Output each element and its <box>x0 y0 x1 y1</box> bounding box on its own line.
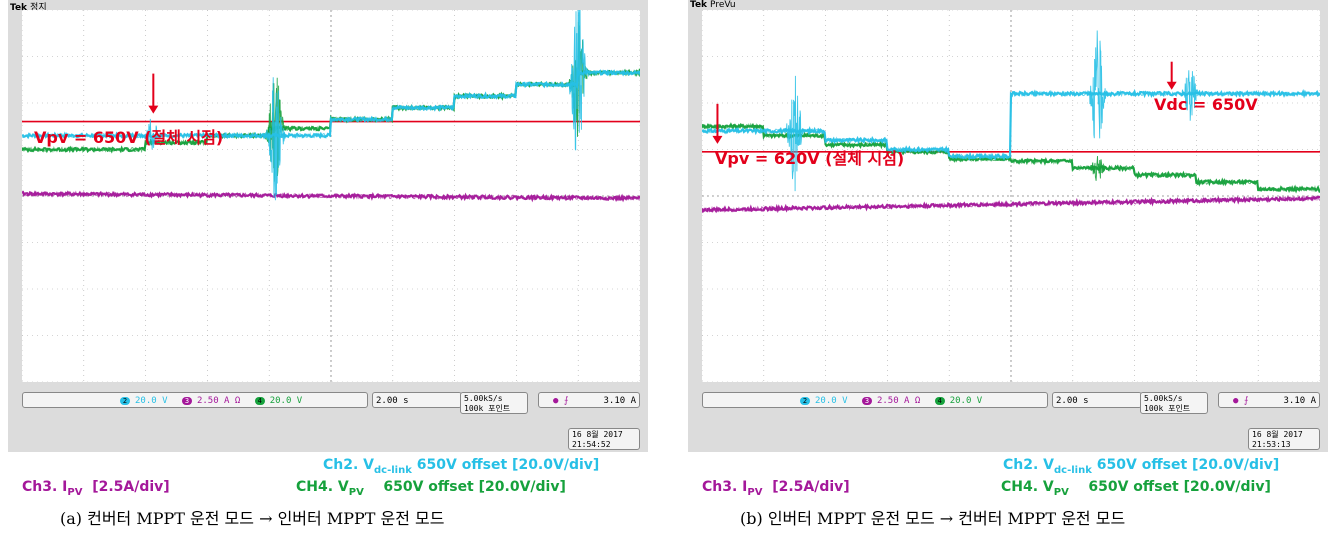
legend-ch3-rest: [2.5A/div] <box>82 479 170 495</box>
panel-a: Tek 정지 2 20.0 V 3 2.50 A Ω 4 20.0 V 2.00 s ●… <box>8 0 660 542</box>
legend-ch3-sub: PV <box>747 486 763 498</box>
ch3-scale: 2.50 A Ω <box>876 396 921 406</box>
oscilloscope-screenshot: Tek PreVu 2 20.0 V 3 2.50 A Ω 4 20.0 V 2.00 … <box>688 0 1328 452</box>
trace-transient <box>264 77 287 201</box>
legend-ch3: Ch3. IPV [2.5A/div] <box>702 479 850 498</box>
trace-transient <box>783 75 806 192</box>
waveform-plot <box>702 10 1320 382</box>
annotation-arrow-head <box>148 105 159 114</box>
time-div-box: 2.00 s <box>1052 392 1142 408</box>
oscilloscope-screenshot: Tek 정지 2 20.0 V 3 2.50 A Ω 4 20.0 V 2.00 s ●… <box>8 0 648 452</box>
legend-ch2-rest: 650V offset [20.0V/div] <box>411 457 600 473</box>
sample-rate-box: 5.00kS/s 100k 포인트 <box>460 392 528 414</box>
record-length: 100k 포인트 <box>1144 404 1191 413</box>
scope-brand: Tek 정지 <box>10 0 47 13</box>
panel-b: Tek PreVu 2 20.0 V 3 2.50 A Ω 4 20.0 V 2.00 … <box>688 0 1336 542</box>
time-div: 2.00 s <box>376 396 409 406</box>
trigger-box: ● ⨍ 3.10 A <box>538 392 640 408</box>
trace-noise-1 <box>702 122 1320 193</box>
ch3-scale: 2.50 A Ω <box>196 396 241 406</box>
scope-date: 16 8월 2017 <box>572 430 623 439</box>
legend-ch2-sub: dc-link <box>1054 464 1092 476</box>
annotation-arrow-head <box>1166 81 1177 90</box>
scope-date: 16 8월 2017 <box>1252 430 1303 439</box>
scope-time: 21:54:52 <box>572 440 611 449</box>
scope-mode: 정지 <box>30 3 47 13</box>
legend-ch2-sub: dc-link <box>374 464 412 476</box>
ch2-chip: 2 <box>119 396 131 406</box>
record-length: 100k 포인트 <box>464 404 511 413</box>
legend-ch2-prefix: Ch2. V <box>1003 457 1055 473</box>
legend-ch3: Ch3. IPV [2.5A/div] <box>22 479 170 498</box>
scope-time: 21:53:13 <box>1252 440 1291 449</box>
scope-status-bar: 2 20.0 V 3 2.50 A Ω 4 20.0 V 2.00 s ● ⨍ 3.10… <box>22 392 640 410</box>
time-div: 2.00 s <box>1056 396 1089 406</box>
legend-ch2-rest: 650V offset [20.0V/div] <box>1091 457 1280 473</box>
timestamp-box: 16 8월 2017 21:53:13 <box>1248 428 1320 450</box>
trigger-level: 3.10 A <box>1283 396 1316 406</box>
caption-a: (a) 컨버터 MPPT 운전 모드 → 인버터 MPPT 운전 모드 <box>60 509 445 528</box>
trace-transient <box>566 10 590 151</box>
legend-ch4: CH4. VPV 650V offset [20.0V/div] <box>296 479 566 498</box>
scope-mode: PreVu <box>710 0 736 10</box>
ch2-scale: 20.0 V <box>815 396 848 406</box>
time-div-box: 2.00 s <box>372 392 462 408</box>
sample-rate: 5.00kS/s <box>464 394 503 403</box>
ch2-chip: 2 <box>799 396 811 406</box>
legend-ch3-prefix: Ch3. I <box>702 479 748 495</box>
brand-label: Tek <box>690 0 708 10</box>
legend-ch2-prefix: Ch2. V <box>323 457 375 473</box>
ch4-chip: 4 <box>934 396 946 406</box>
trace-transient <box>1086 30 1109 139</box>
trace-noise-0 <box>22 68 640 140</box>
legend-ch3-sub: PV <box>67 486 83 498</box>
annotation-vpv: Vpv = 650V (절체 시점) <box>34 128 224 147</box>
legend-ch4-prefix: CH4. V <box>296 479 349 495</box>
legend-ch2: Ch2. Vdc-link 650V offset [20.0V/div] <box>1003 457 1279 476</box>
trigger-level: 3.10 A <box>603 396 636 406</box>
trace-noise-2 <box>702 194 1320 213</box>
scope-screen <box>702 10 1320 382</box>
scope-screen <box>22 10 640 382</box>
scope-brand: Tek PreVu <box>690 0 736 10</box>
legend-ch4-rest: 650V offset [20.0V/div] <box>1068 479 1271 495</box>
legend-ch2: Ch2. Vdc-link 650V offset [20.0V/div] <box>323 457 599 476</box>
trace-noise-2 <box>22 190 640 202</box>
trace-transient <box>1179 70 1202 121</box>
annotation-vdc: Vdc = 650V <box>1154 95 1258 114</box>
trace-transient <box>1086 155 1109 181</box>
graticule <box>702 10 1320 382</box>
channel-scale-box: 2 20.0 V 3 2.50 A Ω 4 20.0 V <box>702 392 1048 408</box>
channel-scale-box: 2 20.0 V 3 2.50 A Ω 4 20.0 V <box>22 392 368 408</box>
legend-ch4-rest: 650V offset [20.0V/div] <box>363 479 566 495</box>
legend-ch3-prefix: Ch3. I <box>22 479 68 495</box>
legend-ch4: CH4. VPV 650V offset [20.0V/div] <box>1001 479 1271 498</box>
ch4-scale: 20.0 V <box>269 396 303 406</box>
sample-rate-box: 5.00kS/s 100k 포인트 <box>1140 392 1208 414</box>
ch2-scale: 20.0 V <box>135 396 168 406</box>
brand-label: Tek <box>10 3 28 13</box>
annotation-vpv: Vpv = 620V (절체 시점) <box>715 149 905 168</box>
sample-rate: 5.00kS/s <box>1144 394 1183 403</box>
legend-ch4-prefix: CH4. V <box>1001 479 1054 495</box>
annotation-arrow-head <box>712 135 723 144</box>
legend-ch3-rest: [2.5A/div] <box>762 479 850 495</box>
ch4-scale: 20.0 V <box>949 396 983 406</box>
scope-status-bar: 2 20.0 V 3 2.50 A Ω 4 20.0 V 2.00 s ● ⨍ 3.10… <box>702 392 1320 410</box>
trigger-icon: ● ⨍ <box>1233 396 1249 406</box>
trace-transient <box>140 118 164 150</box>
ch3-chip: 3 <box>861 396 873 406</box>
legend-ch4-sub: PV <box>348 486 364 498</box>
caption-b: (b) 인버터 MPPT 운전 모드 → 컨버터 MPPT 운전 모드 <box>740 509 1126 528</box>
trace-transient <box>264 77 287 182</box>
legend-ch4-sub: PV <box>1053 486 1069 498</box>
trigger-icon: ● ⨍ <box>553 396 569 406</box>
waveform-plot <box>22 10 640 382</box>
ch4-chip: 4 <box>254 396 266 406</box>
ch3-chip: 3 <box>181 396 193 406</box>
trigger-box: ● ⨍ 3.10 A <box>1218 392 1320 408</box>
timestamp-box: 16 8월 2017 21:54:52 <box>568 428 640 450</box>
